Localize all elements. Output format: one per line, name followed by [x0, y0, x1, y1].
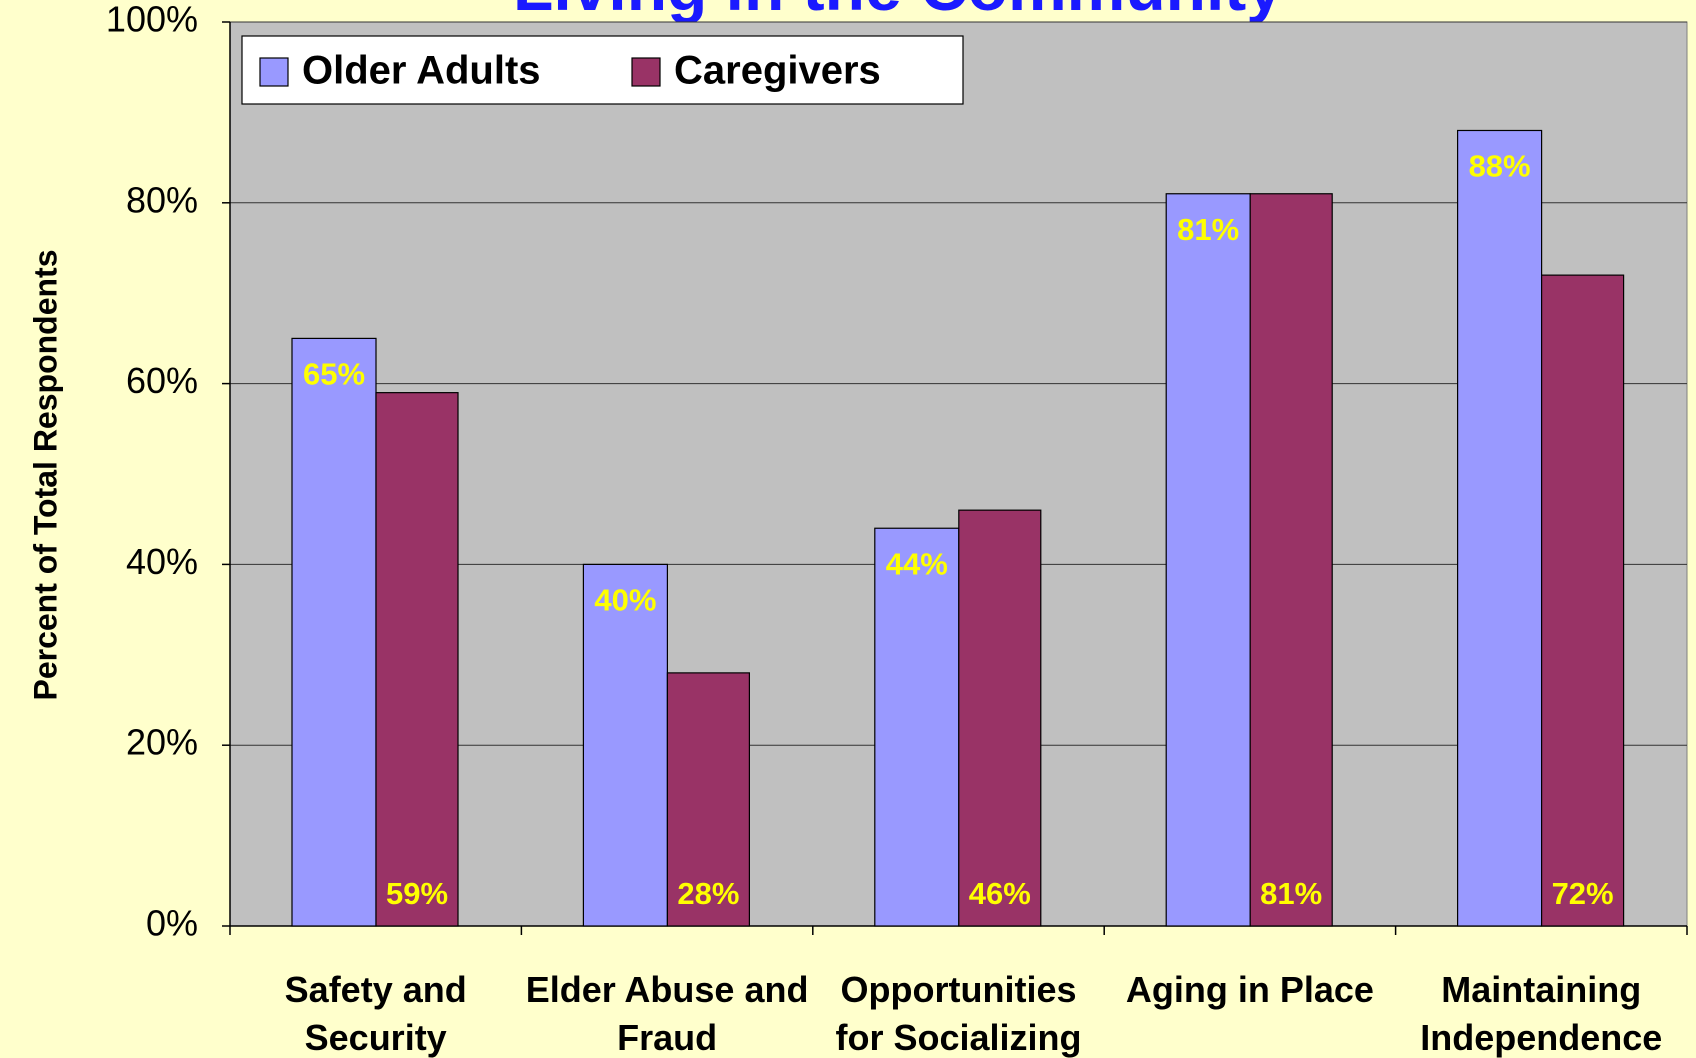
data-label: 88% — [1469, 149, 1531, 184]
y-tick-label: 60% — [126, 360, 198, 401]
data-label: 81% — [1177, 212, 1239, 247]
x-tick-label: Elder Abuse and Fraud — [525, 969, 809, 1058]
bar — [291, 337, 377, 927]
chart-title: Living in the Community — [513, 0, 1283, 24]
y-tick-label: 100% — [106, 0, 198, 40]
bar — [1165, 193, 1251, 927]
data-label: 81% — [1260, 876, 1322, 911]
legend-box — [241, 35, 964, 105]
bar — [375, 392, 459, 927]
data-label: 59% — [386, 876, 448, 911]
legend-swatch — [631, 57, 661, 87]
legend-swatch — [259, 57, 289, 87]
y-axis-title: Percent of Total Respondents — [27, 249, 63, 700]
bar — [582, 563, 669, 927]
y-tick-label: 0% — [146, 903, 198, 944]
data-label: 72% — [1552, 876, 1614, 911]
data-label: 28% — [677, 876, 739, 911]
legend-label: Caregivers — [674, 49, 881, 93]
legend-label: Older Adults — [302, 49, 541, 93]
bar — [874, 527, 960, 927]
y-tick-label: 20% — [126, 722, 198, 763]
bar — [1540, 274, 1625, 927]
x-tick-label: Maintaining Independence — [1420, 969, 1663, 1058]
bar — [1456, 129, 1543, 927]
x-tick-label: Aging in Place — [1125, 969, 1374, 1010]
bar — [958, 509, 1042, 927]
data-label: 46% — [969, 876, 1031, 911]
y-tick-label: 40% — [126, 541, 198, 582]
x-tick-label: Safety and Security — [284, 969, 467, 1058]
data-label: 40% — [594, 583, 656, 618]
data-label: 65% — [303, 357, 365, 392]
data-label: 44% — [886, 546, 948, 581]
bar — [1249, 193, 1333, 927]
bar — [666, 672, 751, 927]
y-tick-label: 80% — [126, 179, 198, 220]
x-tick-label: Opportunities for Socializing — [835, 969, 1082, 1058]
